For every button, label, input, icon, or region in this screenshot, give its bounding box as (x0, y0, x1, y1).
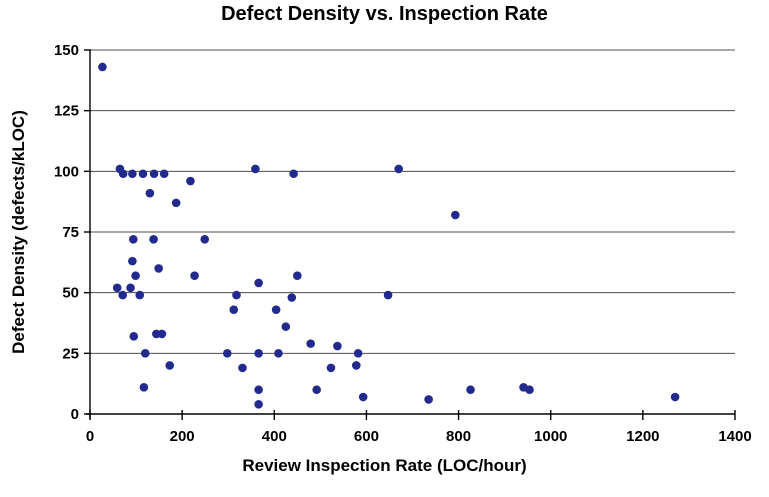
data-point (222, 349, 232, 358)
data-point (135, 290, 145, 300)
data-point (157, 329, 167, 339)
x-tick-label: 1400 (718, 428, 751, 445)
data-point (139, 383, 149, 392)
data-point (333, 341, 342, 351)
data-point (118, 290, 128, 300)
data-point (312, 385, 321, 395)
data-point (112, 283, 122, 293)
data-point (190, 271, 199, 280)
data-point (171, 198, 181, 208)
data-point (289, 169, 298, 179)
x-tick-label: 600 (354, 428, 379, 445)
data-point (353, 349, 363, 358)
data-point (251, 164, 260, 174)
data-point (383, 290, 393, 300)
data-point (254, 385, 263, 395)
data-point (274, 349, 283, 358)
data-point (145, 188, 155, 198)
data-point (126, 283, 135, 293)
y-tick-label: 0 (71, 406, 79, 423)
x-tick-label: 800 (446, 428, 471, 445)
x-tick-label: 1000 (534, 428, 567, 445)
data-point (129, 332, 139, 341)
data-point (358, 392, 368, 402)
data-point (154, 264, 163, 273)
data-point (271, 305, 281, 314)
data-point (254, 278, 263, 288)
data-point (326, 363, 336, 373)
data-point (670, 392, 680, 402)
data-point (129, 234, 138, 244)
data-point (98, 62, 107, 72)
data-point (118, 169, 128, 179)
data-point (165, 361, 175, 370)
data-point (394, 164, 403, 174)
chart-title: Defect Density vs. Inspection Rate (221, 3, 548, 25)
x-tick-label: 200 (170, 428, 195, 445)
data-point (149, 169, 159, 179)
data-point (254, 349, 263, 358)
y-tick-label: 50 (62, 285, 79, 302)
data-point (525, 385, 534, 395)
data-point (186, 176, 195, 186)
y-tick-label: 75 (62, 224, 79, 241)
data-point (466, 385, 475, 395)
y-tick-label: 125 (54, 103, 79, 120)
data-point (451, 210, 460, 220)
x-tick-label: 0 (86, 428, 94, 445)
data-point (229, 305, 239, 314)
data-point (293, 271, 302, 280)
data-point (128, 256, 137, 266)
data-point (138, 169, 148, 179)
data-point (351, 361, 361, 370)
data-point (306, 339, 315, 348)
x-tick-label: 1200 (626, 428, 659, 445)
data-point (254, 399, 263, 409)
data-point (140, 349, 150, 358)
data-point (281, 322, 291, 331)
x-tick-label: 400 (262, 428, 287, 445)
data-point (131, 271, 140, 280)
y-tick-label: 100 (54, 163, 79, 180)
data-point (287, 293, 297, 302)
data-point (424, 395, 433, 404)
data-point (232, 290, 241, 300)
data-point (238, 363, 247, 373)
data-point (128, 169, 137, 179)
data-point (149, 234, 158, 244)
data-point (200, 234, 210, 244)
data-point (159, 169, 169, 179)
y-tick-label: 150 (54, 42, 79, 59)
x-axis-title: Review Inspection Rate (LOC/hour) (242, 456, 527, 475)
y-tick-label: 25 (62, 345, 79, 362)
